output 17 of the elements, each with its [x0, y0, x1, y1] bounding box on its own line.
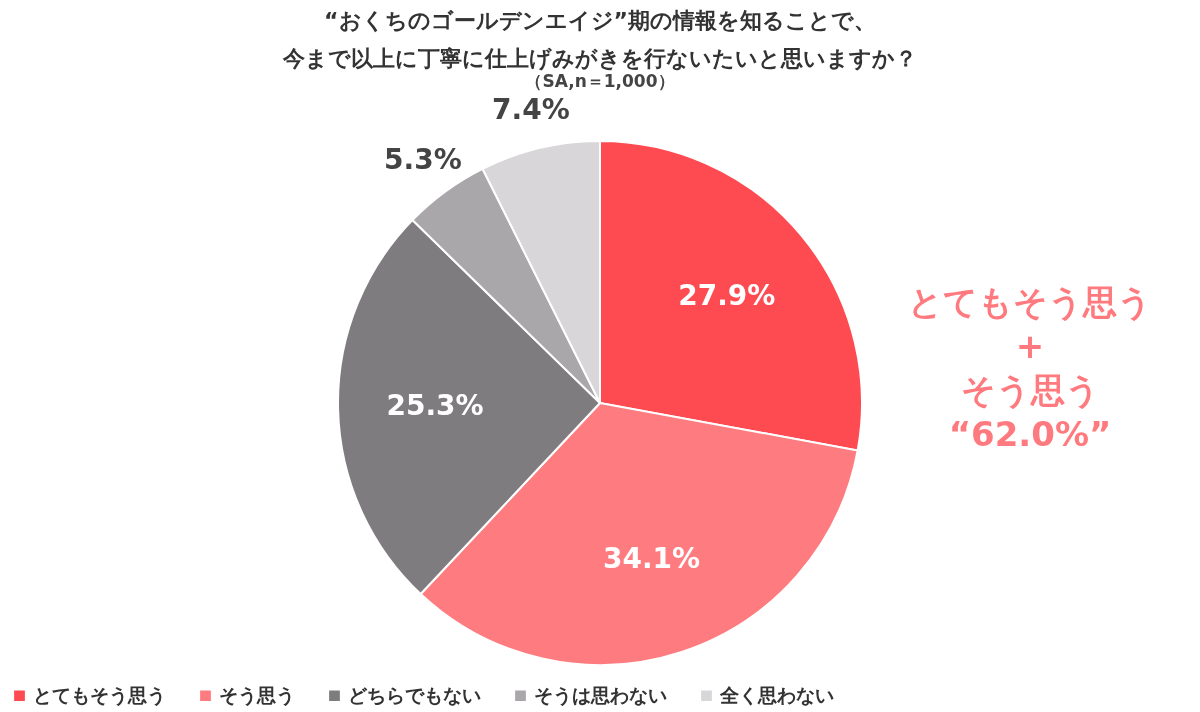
legend-label: どちらでもない	[348, 683, 481, 706]
legend-label: 全く思わない	[719, 683, 834, 706]
text: “62.0%”	[947, 413, 1113, 456]
text: そう思う	[959, 369, 1101, 412]
text: とてもそう思う	[907, 281, 1153, 324]
legend-label: とてもそう思う	[33, 683, 166, 707]
data-label: 25.3%	[386, 388, 484, 422]
text: “おくちのゴールデンエイジ”期の情報を知ることで、	[324, 8, 876, 34]
data-label: 27.9%	[678, 279, 776, 313]
chart-subtitle: （SA,n＝1,000）	[525, 71, 675, 92]
data-label: 7.4%	[492, 93, 570, 127]
text: 今まで以上に丁寧に仕上げみがきを行ないたいと思いますか？	[283, 46, 917, 72]
legend-label: そう思う	[219, 683, 295, 707]
text: +	[1014, 325, 1046, 368]
data-label: 34.1%	[602, 541, 701, 575]
legend-label: そうは思わない	[534, 683, 667, 707]
data-label: 5.3%	[384, 142, 462, 176]
